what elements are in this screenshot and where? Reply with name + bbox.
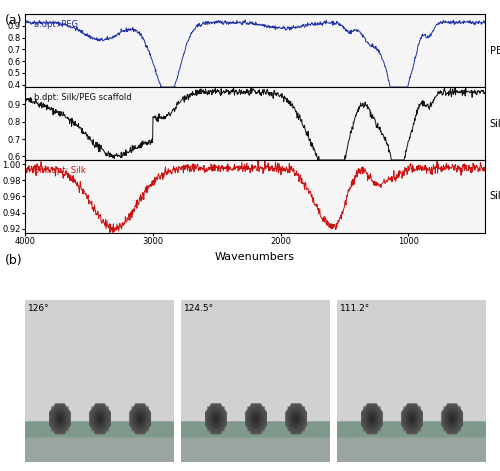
Text: a.dpt: PEG: a.dpt: PEG	[34, 20, 78, 29]
Text: 126°: 126°	[28, 304, 50, 313]
Text: 111.2°: 111.2°	[340, 304, 370, 313]
Text: Silk/PEG: Silk/PEG	[490, 119, 500, 129]
Text: b.dpt: Silk/PEG scaffold: b.dpt: Silk/PEG scaffold	[34, 93, 132, 102]
Text: (a): (a)	[5, 14, 22, 27]
Text: PEG: PEG	[490, 46, 500, 56]
Text: (b): (b)	[5, 254, 22, 268]
Text: 124.5°: 124.5°	[184, 304, 214, 313]
Text: Silk.dpt: Silk: Silk.dpt: Silk	[34, 166, 86, 175]
Text: Silk: Silk	[490, 191, 500, 202]
X-axis label: Wavenumbers: Wavenumbers	[215, 252, 295, 261]
